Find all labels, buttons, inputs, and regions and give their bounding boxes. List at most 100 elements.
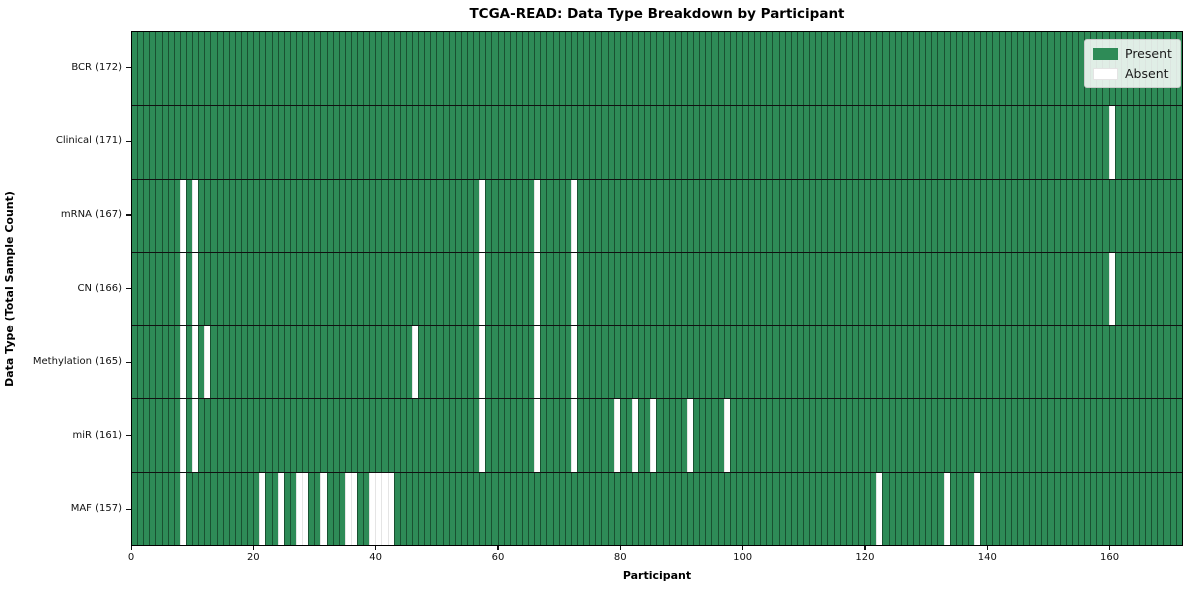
heatmap-cell — [528, 399, 535, 472]
heatmap-cell — [735, 252, 742, 326]
heatmap-cell — [473, 32, 480, 106]
heatmap-cell — [265, 252, 272, 326]
heatmap-cell — [442, 32, 449, 106]
heatmap-cell — [986, 399, 993, 472]
heatmap-cell — [876, 399, 883, 472]
heatmap-cell — [240, 32, 248, 106]
heatmap-cell — [192, 399, 199, 472]
heatmap-cell — [662, 179, 669, 252]
heatmap-cell — [167, 326, 174, 399]
heatmap-cell — [503, 472, 510, 545]
heatmap-cell — [821, 399, 828, 472]
heatmap-cell — [864, 472, 871, 545]
heatmap-cell — [1084, 472, 1091, 545]
heatmap-cell — [1090, 399, 1097, 472]
heatmap-cell — [430, 472, 437, 545]
heatmap-cell — [393, 472, 400, 545]
heatmap-cell — [1059, 106, 1066, 179]
heatmap-cell — [454, 252, 461, 326]
heatmap-cell — [589, 252, 596, 326]
heatmap-cell — [900, 399, 907, 472]
heatmap-cell — [198, 252, 205, 326]
heatmap-cell — [448, 252, 455, 326]
heatmap-cell — [277, 32, 284, 106]
heatmap-cell — [583, 252, 590, 326]
heatmap-cell — [399, 326, 406, 399]
heatmap-cell — [198, 32, 205, 106]
heatmap-cell — [723, 32, 730, 106]
heatmap-cell — [735, 179, 742, 252]
heatmap-cell — [265, 472, 272, 545]
heatmap-cell — [320, 179, 327, 252]
heatmap-cell — [137, 252, 144, 326]
heatmap-cell — [485, 399, 492, 472]
heatmap-cell — [1175, 106, 1182, 179]
heatmap-cell — [711, 252, 718, 326]
x-tick-mark — [619, 546, 621, 550]
heatmap-cell — [693, 179, 700, 252]
heatmap-cell — [137, 326, 144, 399]
heatmap-cell — [1096, 252, 1103, 326]
heatmap-cell — [772, 106, 779, 179]
heatmap-cell — [326, 399, 333, 472]
heatmap-cell — [803, 106, 810, 179]
heatmap-cell — [851, 252, 859, 326]
heatmap-cell — [473, 326, 480, 399]
heatmap-cell — [393, 399, 400, 472]
heatmap-row-methylation — [132, 325, 1182, 399]
heatmap-cell — [735, 326, 742, 399]
heatmap-cell — [931, 179, 938, 252]
heatmap-cell — [583, 399, 590, 472]
heatmap-cell — [790, 106, 797, 179]
heatmap-cell — [693, 252, 700, 326]
heatmap-cell — [143, 252, 150, 326]
heatmap-cell — [277, 326, 284, 399]
heatmap-cell — [460, 472, 468, 545]
heatmap-cell — [858, 472, 865, 545]
heatmap-cell — [228, 252, 235, 326]
heatmap-cell — [1016, 179, 1023, 252]
heatmap-cell — [1145, 106, 1152, 179]
heatmap-cell — [1004, 472, 1011, 545]
heatmap-cell — [1022, 106, 1030, 179]
heatmap-cell — [344, 106, 351, 179]
heatmap-cell — [234, 326, 241, 399]
heatmap-cell — [332, 252, 339, 326]
heatmap-cell — [271, 252, 278, 326]
heatmap-cell — [949, 326, 956, 399]
heatmap-cell — [631, 472, 639, 545]
heatmap-cell — [662, 106, 669, 179]
heatmap-cell — [216, 106, 223, 179]
heatmap-cell — [778, 399, 785, 472]
heatmap-cell — [1151, 106, 1158, 179]
heatmap-cell — [546, 326, 553, 399]
heatmap-cell — [784, 326, 791, 399]
heatmap-cell — [644, 106, 651, 179]
heatmap-cell — [344, 472, 351, 545]
heatmap-cell — [1090, 252, 1097, 326]
heatmap-cell — [1084, 252, 1091, 326]
heatmap-cell — [913, 326, 920, 399]
heatmap-cell — [668, 252, 675, 326]
heatmap-cell — [418, 179, 425, 252]
heatmap-cell — [1065, 106, 1072, 179]
heatmap-cell — [1102, 472, 1109, 545]
heatmap-cell — [418, 326, 425, 399]
heatmap-cell — [717, 32, 724, 106]
heatmap-cell — [913, 472, 920, 545]
heatmap-cell — [760, 179, 767, 252]
heatmap-cell — [228, 106, 235, 179]
heatmap-cell — [265, 179, 272, 252]
heatmap-cell — [839, 326, 846, 399]
heatmap-cell — [625, 472, 632, 545]
heatmap-cell — [485, 472, 492, 545]
heatmap-cell — [772, 326, 779, 399]
heatmap-cell — [314, 32, 321, 106]
heatmap-cell — [167, 106, 174, 179]
heatmap-cell — [491, 252, 498, 326]
heatmap-cell — [369, 179, 376, 252]
x-tick-mark — [864, 546, 866, 550]
heatmap-cell — [430, 179, 437, 252]
heatmap-cell — [192, 106, 199, 179]
heatmap-cell — [1065, 179, 1072, 252]
